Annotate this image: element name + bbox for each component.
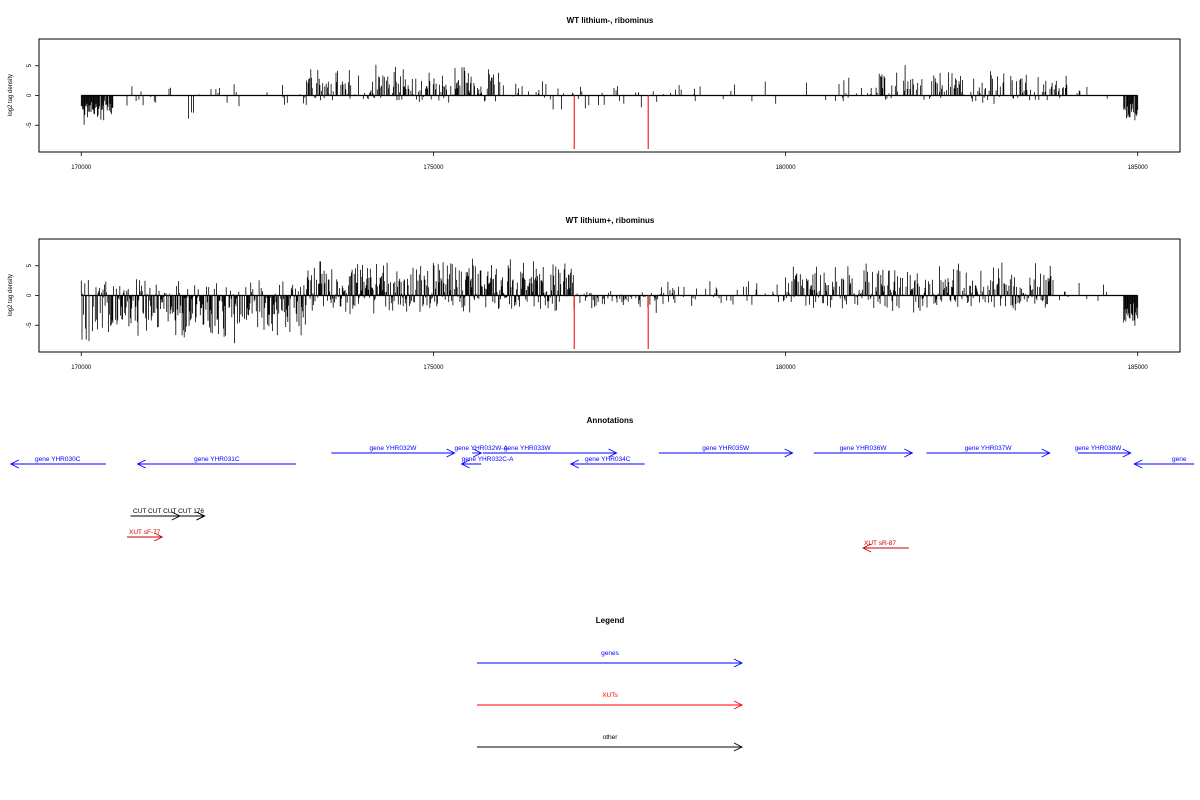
feature-label: gene YHR035W — [702, 445, 750, 452]
feature: gene YHR032W-A — [455, 445, 509, 458]
feature: gene YHR032W — [331, 445, 456, 458]
arrow-head-icon — [733, 700, 744, 710]
arrow-head-icon — [733, 658, 744, 668]
density-panel-lithium-plus: WT lithium+, ribominus log2 tag density … — [8, 216, 1181, 371]
axes-group: 170000 175000 180000 185000 -5 0 5 — [27, 263, 1148, 371]
arrow-head-icon — [862, 543, 872, 553]
feature: gene YHR033W — [482, 445, 618, 458]
x-tick-label: 170000 — [71, 165, 92, 171]
bars-group — [80, 258, 1139, 350]
feature: gene YHR036W — [813, 445, 914, 458]
feature-label: gene YHR036W — [840, 445, 888, 452]
arrow-head-icon — [784, 448, 794, 458]
annotations-title: Annotations — [587, 416, 634, 425]
y-axis-label: log2 tag density — [8, 74, 14, 116]
y-axis-label: log2 tag density — [8, 274, 14, 316]
arrow-head-icon — [196, 511, 206, 521]
y-tick-label: 0 — [27, 93, 33, 97]
legend-item: other — [477, 734, 744, 752]
arrow-head-icon — [171, 511, 181, 521]
legend-label: XUTs — [602, 692, 618, 699]
feature: gene YHR034C — [569, 456, 645, 469]
feature-label: gene YHR031C — [194, 456, 240, 463]
x-tick-label: 180000 — [776, 365, 797, 371]
x-tick-label: 175000 — [423, 165, 444, 171]
legend-title: Legend — [596, 616, 625, 625]
x-tick-label: 170000 — [71, 365, 92, 371]
feature-label: gene YHR033W — [504, 445, 552, 452]
y-tick-label: -5 — [27, 122, 33, 128]
arrow-head-icon — [733, 742, 744, 752]
legend-items: genes XUTs other — [477, 650, 744, 752]
feature: gene — [1133, 456, 1195, 469]
feature-label: CUT CUT CUT CUT 176 — [133, 508, 204, 515]
arrow-head-icon — [9, 459, 20, 469]
feature: gene YHR031C — [136, 456, 297, 469]
legend-label: genes — [601, 650, 619, 657]
feature-label: gene YHR032W — [369, 445, 417, 452]
feature-label: gene YHR032C-A — [462, 456, 515, 463]
feature-label: gene — [1172, 456, 1187, 463]
x-tick-label: 175000 — [423, 365, 444, 371]
feature: XUT sF-77 — [127, 529, 164, 542]
bars-group — [80, 64, 1139, 150]
feature-label: gene YHR037W — [965, 445, 1013, 452]
panel-title: WT lithium+, ribominus — [566, 216, 655, 225]
arrow-head-icon — [446, 448, 456, 458]
legend-label: other — [603, 734, 619, 741]
feature: XUT sR-87 — [862, 540, 909, 553]
feature: gene YHR035W — [658, 445, 794, 458]
legend: Legend genes XUTs other — [477, 616, 744, 752]
arrow-head-icon — [608, 448, 618, 458]
arrow-head-icon — [904, 448, 914, 458]
x-tick-label: 185000 — [1128, 165, 1149, 171]
annotations-panel: Annotations gene YHR030C gene YHR031Cgene… — [9, 416, 1195, 553]
y-tick-label: 5 — [27, 63, 33, 67]
feature-label: gene YHR030C — [35, 456, 81, 463]
arrow-head-icon — [154, 532, 164, 542]
arrow-head-icon — [569, 459, 579, 469]
feature-label: XUT sR-87 — [864, 540, 896, 547]
feature: gene YHR032C-A — [460, 456, 515, 469]
feature-label: gene YHR038W — [1075, 445, 1123, 452]
density-panel-lithium-minus: WT lithium-, ribominus log2 tag density … — [8, 16, 1181, 171]
arrow-head-icon — [1122, 448, 1132, 458]
feature: CUT CUT CUT CUT 176 — [130, 508, 206, 521]
x-tick-label: 185000 — [1128, 365, 1149, 371]
feature-label: XUT sF-77 — [129, 529, 161, 536]
axes-group: 170000 175000 180000 185000 -5 0 5 — [27, 63, 1148, 171]
features-group: gene YHR030C gene YHR031C gene YHR032W gene… — [9, 445, 1195, 553]
arrow-head-icon — [1133, 459, 1143, 469]
arrow-head-icon — [473, 448, 483, 458]
arrow-head-icon — [1041, 448, 1051, 458]
x-tick-label: 180000 — [776, 165, 797, 171]
legend-item: genes — [477, 650, 744, 668]
y-tick-label: 0 — [27, 293, 33, 297]
panel-title: WT lithium-, ribominus — [567, 16, 654, 25]
arrow-head-icon — [460, 459, 470, 469]
arrow-head-icon — [136, 459, 146, 469]
y-tick-label: 5 — [27, 263, 33, 267]
feature: gene YHR038W — [1075, 445, 1132, 458]
feature-label: gene YHR034C — [585, 456, 631, 463]
feature: gene YHR037W — [926, 445, 1051, 458]
feature-label: gene YHR032W-A — [455, 445, 509, 452]
legend-item: XUTs — [477, 692, 744, 710]
y-tick-label: -5 — [27, 322, 33, 328]
feature: gene YHR030C — [9, 456, 106, 469]
